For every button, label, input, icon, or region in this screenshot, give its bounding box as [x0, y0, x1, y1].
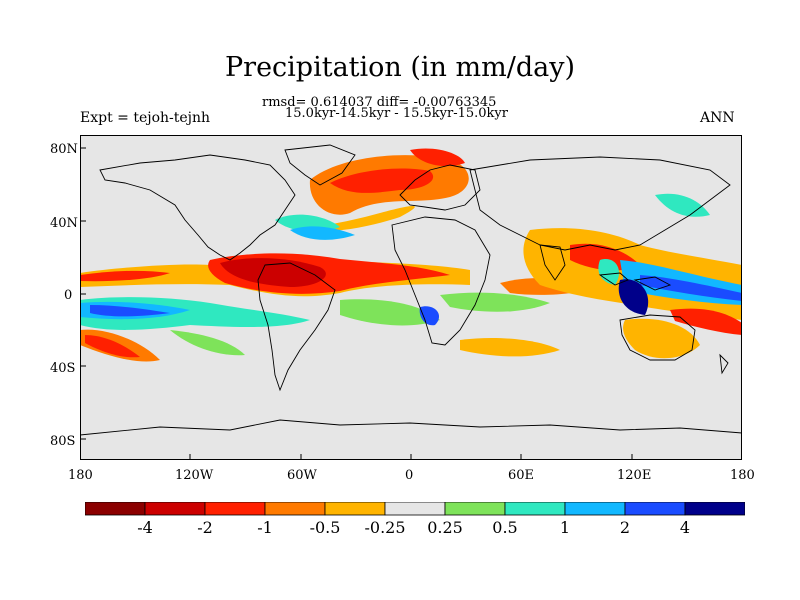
- lon-tick-120w: 120W: [175, 468, 214, 483]
- colorbar-box: [324, 502, 386, 516]
- lat-tick-80n: 80N: [50, 142, 78, 157]
- map-title: Precipitation (in mm/day): [225, 52, 575, 83]
- lon-tick-180w: 180: [68, 468, 93, 483]
- colorbar-box: [264, 502, 326, 516]
- colorbar-label: 2: [619, 518, 631, 537]
- anomaly-fields: [80, 148, 742, 362]
- colorbar-box: [384, 502, 446, 516]
- colorbar-box: [504, 502, 566, 516]
- lon-tick-60e: 60E: [508, 468, 535, 483]
- colorbar-label: 1: [559, 518, 571, 537]
- colorbar-box: [564, 502, 626, 516]
- colorbar-label: 0.25: [427, 518, 463, 537]
- colorbar-box: [85, 502, 146, 516]
- season-label: ANN: [700, 110, 735, 126]
- colorbar-box: [684, 502, 745, 516]
- colorbar-label: -2: [197, 518, 213, 537]
- lat-tick-40n: 40N: [50, 216, 78, 231]
- colorbar-label: -1: [257, 518, 273, 537]
- lat-tick-0: 0: [64, 288, 73, 303]
- colorbar-box: [144, 502, 206, 516]
- lon-tick-120e: 120E: [617, 468, 652, 483]
- lon-tick-60w: 60W: [287, 468, 317, 483]
- map-frame: [80, 135, 742, 460]
- colorbar-label: 0.5: [492, 518, 518, 537]
- colorbar-label: 4: [679, 518, 691, 537]
- colorbar-box: [204, 502, 266, 516]
- lon-tick-0: 0: [405, 468, 414, 483]
- colorbar-labels: -4 -2 -1 -0.5 -0.25 0.25 0.5 1 2 4: [85, 518, 745, 540]
- lat-tick-80s: 80S: [50, 434, 76, 449]
- colorbar-box: [444, 502, 506, 516]
- experiment-label: Expt = tejoh-tejnh: [80, 110, 211, 126]
- lat-tick-40s: 40S: [50, 361, 76, 376]
- stats-line: rmsd= 0.614037 diff= -0.00763345: [262, 95, 497, 110]
- lon-tick-180e: 180: [730, 468, 755, 483]
- period-line: 15.0kyr-14.5kyr - 15.5kyr-15.0kyr: [285, 106, 508, 121]
- colorbar: [85, 502, 745, 516]
- colorbar-label: -4: [137, 518, 153, 537]
- colorbar-box: [624, 502, 686, 516]
- colorbar-label: -0.5: [309, 518, 341, 537]
- precipitation-difference-map: [80, 135, 742, 460]
- colorbar-label: -0.25: [364, 518, 406, 537]
- coastlines: [80, 144, 742, 436]
